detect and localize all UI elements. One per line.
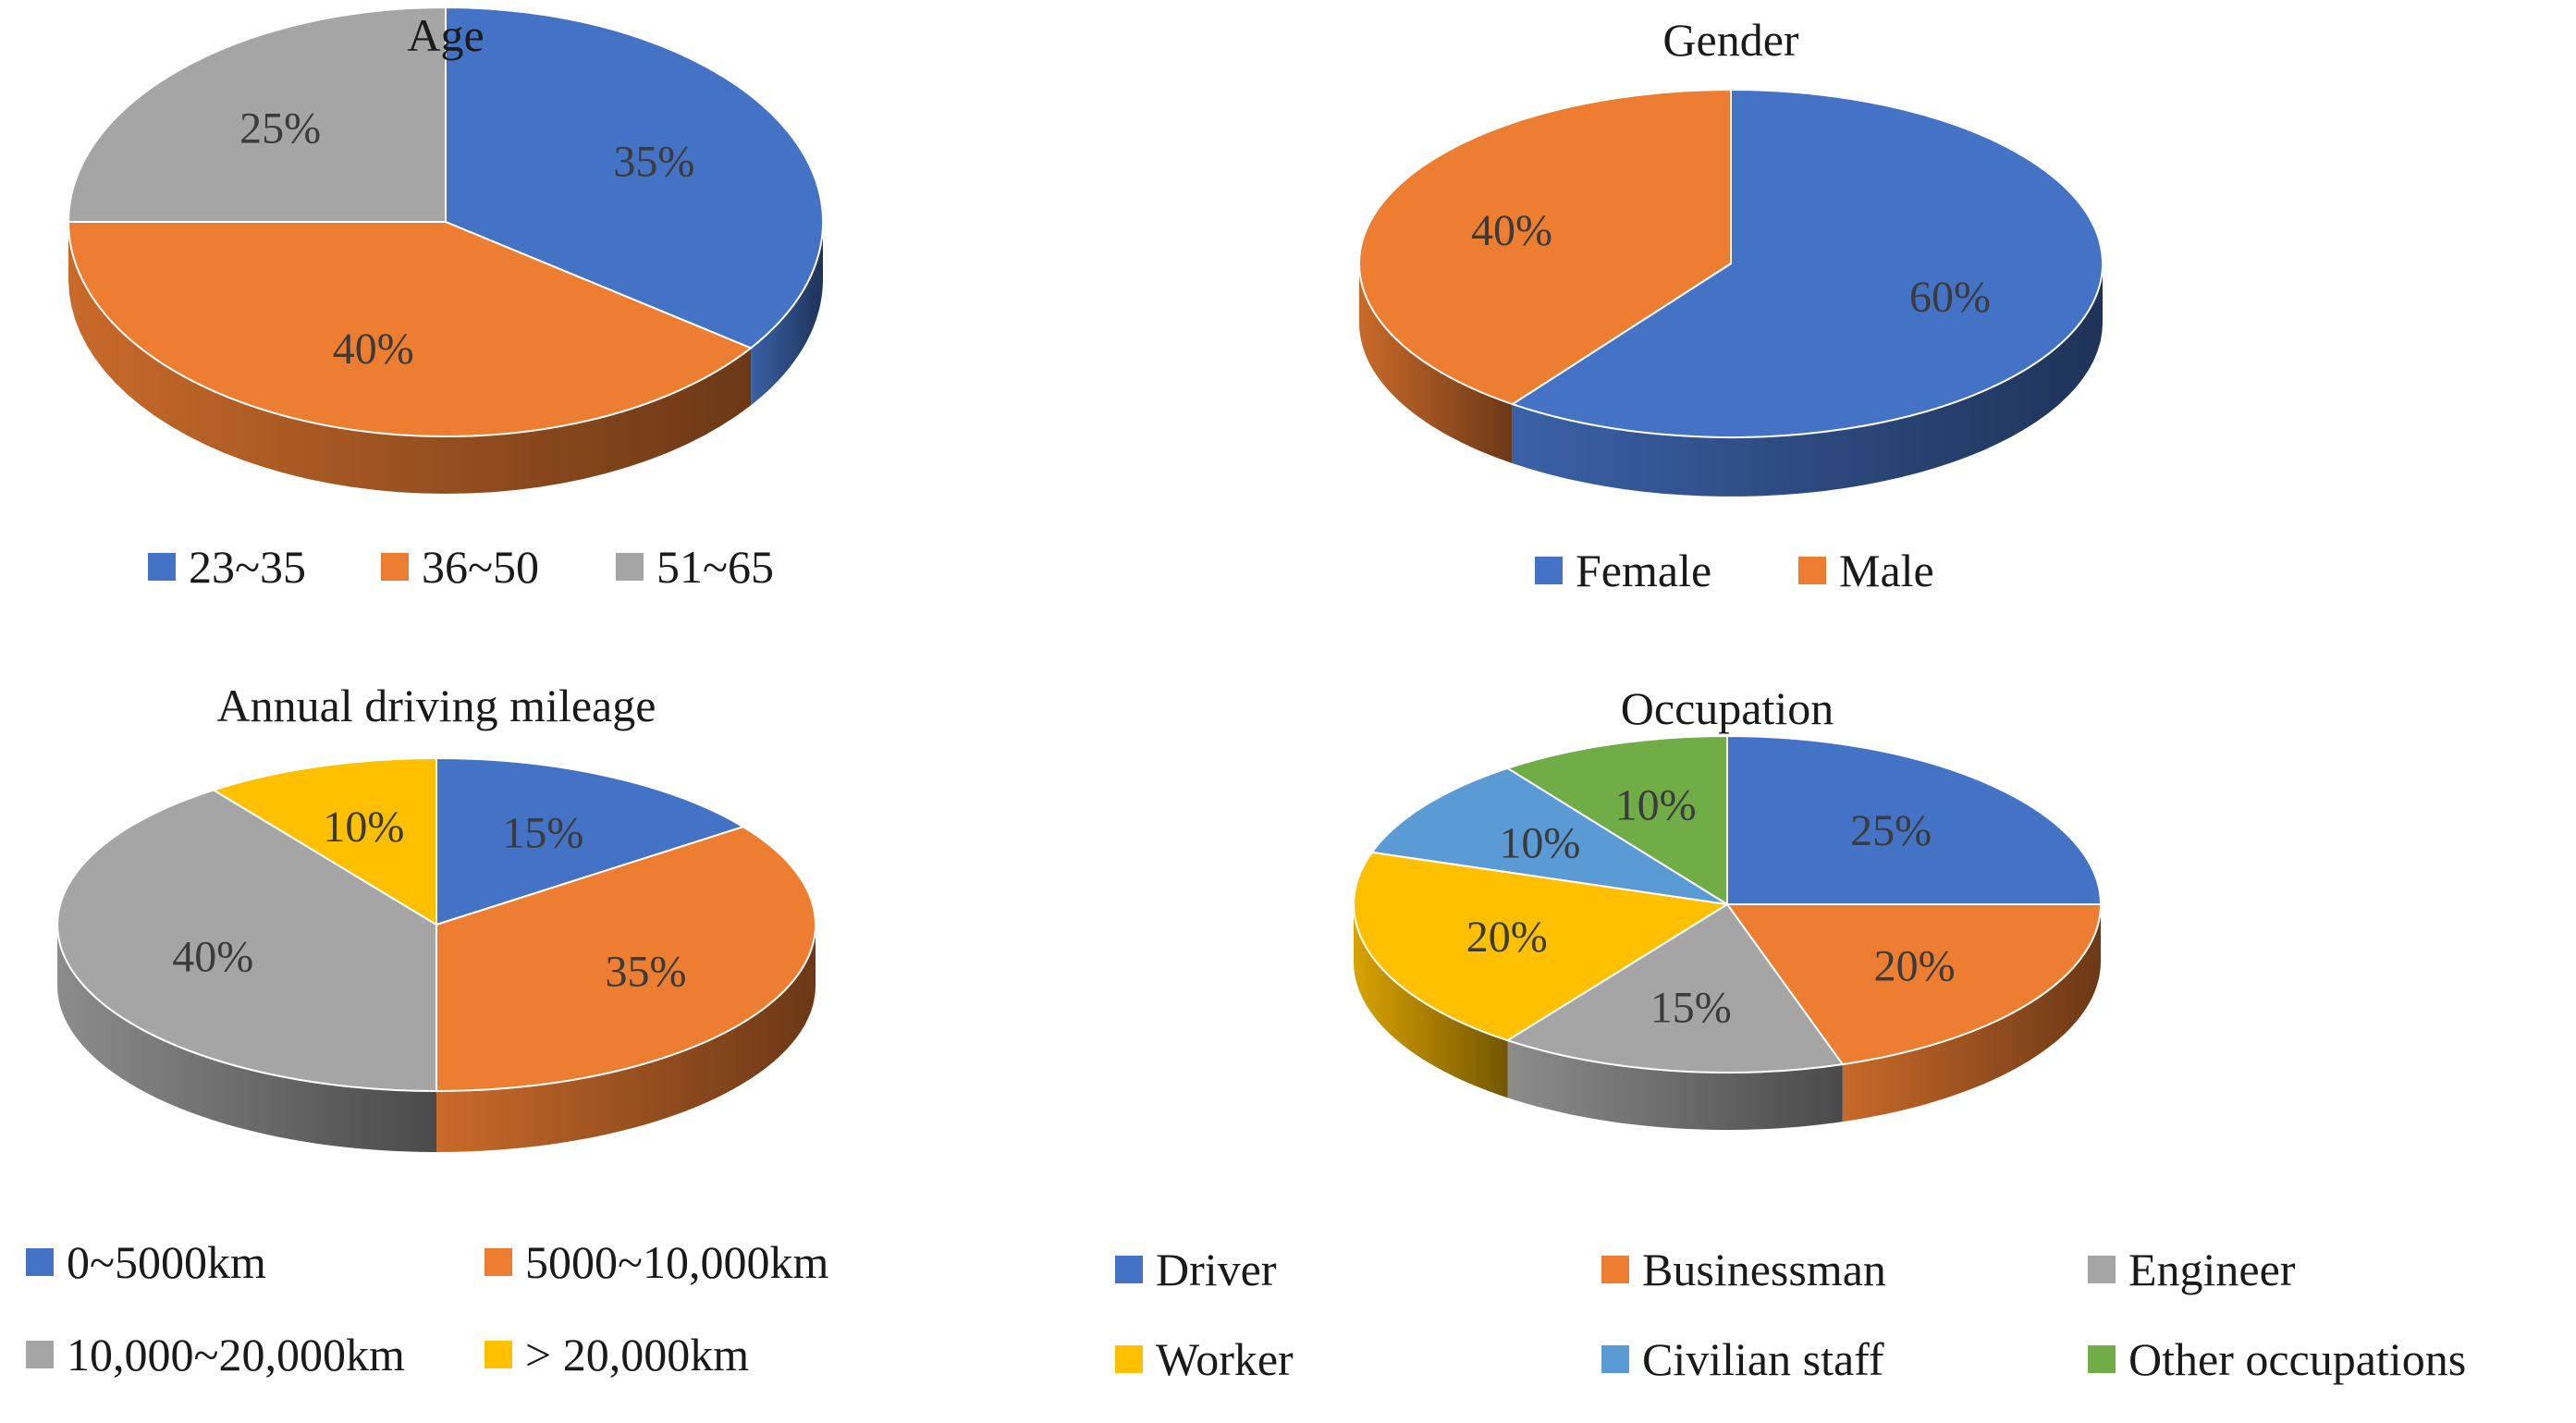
legend-swatch-civilian-staff [1601, 1345, 1629, 1373]
chart-title: Gender [1662, 14, 1798, 66]
pie-side-female [1512, 264, 2103, 497]
slice-label-51-65: 25% [239, 104, 321, 153]
chart-title: Occupation [1621, 682, 1834, 734]
pie-slice-0-5000km [435, 757, 744, 926]
pie-slice-driver [1726, 735, 2102, 905]
slice-label-other-occupations: 10% [1615, 781, 1697, 830]
pie-slice-other-occupations [1506, 735, 1728, 905]
slice-label-businessman: 20% [1874, 941, 1956, 990]
pie-slice-civilian-staff [1370, 767, 1728, 905]
legend-swatch-engineer [2088, 1256, 2116, 1283]
gender-pie-chart: 60% 40% Gender Female Male [1357, 14, 2104, 596]
legend-swatch-20-000km [485, 1341, 512, 1368]
pie-side-businessman [1842, 904, 2101, 1122]
legend-swatch-51-65 [616, 553, 644, 581]
pie-slice-10-000-20-000km [56, 789, 437, 1092]
pie-slice-worker [1353, 851, 1728, 1042]
slice-label-worker: 20% [1466, 913, 1548, 962]
chart-title: Age [407, 9, 484, 61]
legend-label-driver: Driver [1156, 1244, 1277, 1295]
occupation-pie-chart: 25% 20% 15% 20% 10% 10% Occupation Driver Busine… [1115, 682, 2466, 1385]
pie-slice-51-65 [67, 6, 447, 223]
legend-swatch-36-50 [381, 553, 409, 581]
legend-swatch-male [1798, 557, 1826, 584]
legend-label-23-35: 23~35 [189, 541, 306, 593]
pie-slice-businessman [1726, 903, 2102, 1066]
legend-swatch-businessman [1601, 1256, 1629, 1283]
legend-swatch-5000-10-000km [485, 1248, 512, 1276]
slice-label-0-5000km: 15% [502, 809, 583, 858]
slice-label-male: 40% [1471, 206, 1552, 255]
pie-side-36-50 [68, 222, 752, 494]
legend-label-worker: Worker [1156, 1333, 1294, 1385]
slice-label-5000-10-000km: 35% [606, 948, 687, 997]
legend-swatch-23-35 [148, 553, 176, 581]
legend-label-businessman: Businessman [1642, 1244, 1886, 1295]
legend-swatch-10-000-20-000km [26, 1341, 54, 1368]
slice-label-10-000-20-000km: 40% [172, 933, 253, 982]
pie-slice-engineer [1506, 903, 1844, 1073]
mileage-pie-chart: 15% 35% 40% 10% Annual driving mileage 0~5000… [26, 680, 829, 1380]
slice-label-civilian-staff: 10% [1499, 819, 1580, 868]
legend-label-10-000-20-000km: 10,000~20,000km [67, 1329, 405, 1380]
pie-slice-20-000km [213, 757, 437, 926]
legend-label-female: Female [1576, 545, 1711, 596]
legend-label-20-000km: > 20,000km [525, 1329, 749, 1380]
legend-label-male: Male [1839, 545, 1934, 596]
age-pie-chart: 35% 40% 25% Age 23~35 36~50 51~65 [67, 6, 825, 593]
legend-label-engineer: Engineer [2128, 1244, 2296, 1295]
pie-side-10-000-20-000km [57, 925, 436, 1152]
legend-label-51-65: 51~65 [656, 541, 774, 593]
slice-label-engineer: 15% [1650, 984, 1732, 1033]
legend-label-36-50: 36~50 [422, 541, 539, 593]
slice-label-female: 60% [1909, 273, 1991, 322]
slice-label-23-35: 35% [613, 138, 694, 187]
legend-swatch-other-occupations [2088, 1345, 2116, 1373]
pie-slice-36-50 [67, 221, 753, 438]
pie-side-male [1359, 264, 1513, 464]
pie-slice-5000-10-000km [435, 826, 816, 1092]
pie-side-worker [1354, 904, 1508, 1098]
legend-swatch-0-5000km [26, 1248, 54, 1276]
pie-slice-male [1357, 89, 1732, 406]
legend-label-5000-10-000km: 5000~10,000km [525, 1236, 829, 1288]
legend-swatch-worker [1115, 1345, 1143, 1373]
legend-swatch-driver [1115, 1256, 1143, 1283]
chart-title: Annual driving mileage [217, 680, 656, 731]
legend-label-0-5000km: 0~5000km [67, 1236, 266, 1288]
legend-swatch-female [1535, 557, 1563, 584]
pie-slice-female [1511, 89, 2104, 438]
slice-label-driver: 25% [1850, 806, 1932, 855]
pie-side-5000-10-000km [436, 925, 816, 1152]
pie-side-engineer [1507, 1040, 1843, 1130]
legend-label-civilian-staff: Civilian staff [1642, 1333, 1884, 1385]
legend-label-other-occupations: Other occupations [2128, 1333, 2466, 1385]
pie-slice-23-35 [445, 6, 825, 350]
slice-label-36-50: 40% [333, 325, 414, 374]
slice-label-20-000km: 10% [323, 803, 404, 852]
